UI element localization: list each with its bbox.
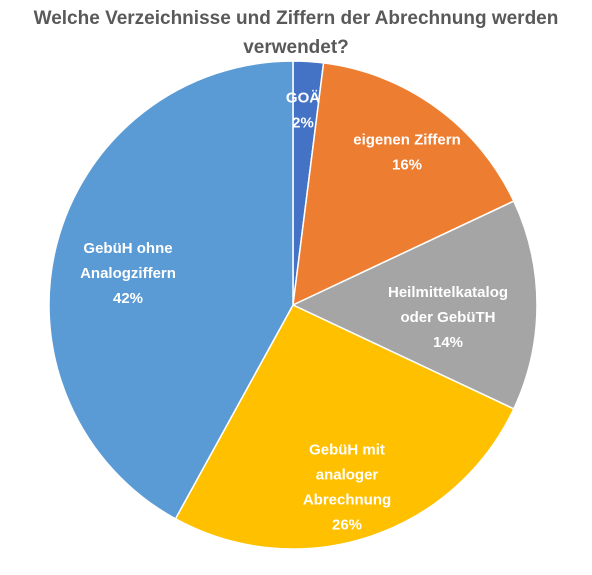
pie-label-1: eigenen Ziffern 16% xyxy=(353,132,461,174)
pie-label-3: GebüH mit analoger Abrechnung 26% xyxy=(303,442,391,534)
pie-label-line: GOÄ xyxy=(286,90,320,107)
pie-label-0: GOÄ 2% xyxy=(286,90,320,132)
chart-title-line-1: Welche Verzeichnisse und Ziffern der Abr… xyxy=(33,8,559,29)
pie-label-value: 26% xyxy=(332,517,362,534)
pie-label-line: oder GebüTH xyxy=(400,309,495,326)
pie-labels: GOÄ 2% eigenen Ziffern 16% Heilmittelkatalog… xyxy=(80,90,508,534)
pie-label-line: Analogziffern xyxy=(80,265,176,282)
pie-slice-4 xyxy=(48,60,294,520)
pie-label-4: GebüH ohne Analogziffern 42% xyxy=(80,240,176,307)
pie-label-2: Heilmittelkatalog oder GebüTH 14% xyxy=(388,284,508,351)
pie-label-value: 16% xyxy=(392,157,422,174)
pie-label-line: GebüH ohne xyxy=(83,240,172,257)
chart-title: Welche Verzeichnisse und Ziffern der Abr… xyxy=(0,4,592,62)
pie-label-line: Heilmittelkatalog xyxy=(388,284,508,301)
pie-label-line: Abrechnung xyxy=(303,492,391,509)
pie-slices xyxy=(48,60,538,550)
pie-label-value: 42% xyxy=(113,290,143,307)
pie-label-line: eigenen Ziffern xyxy=(353,132,461,149)
chart-title-line-2: verwendet? xyxy=(243,37,349,58)
pie-slice-2 xyxy=(291,200,538,410)
pie-label-value: 2% xyxy=(292,115,314,132)
pie-label-line: GebüH mit xyxy=(309,442,385,459)
pie-slice-1 xyxy=(292,62,515,307)
pie-label-line: analoger xyxy=(316,467,379,484)
pie-label-value: 14% xyxy=(433,334,463,351)
